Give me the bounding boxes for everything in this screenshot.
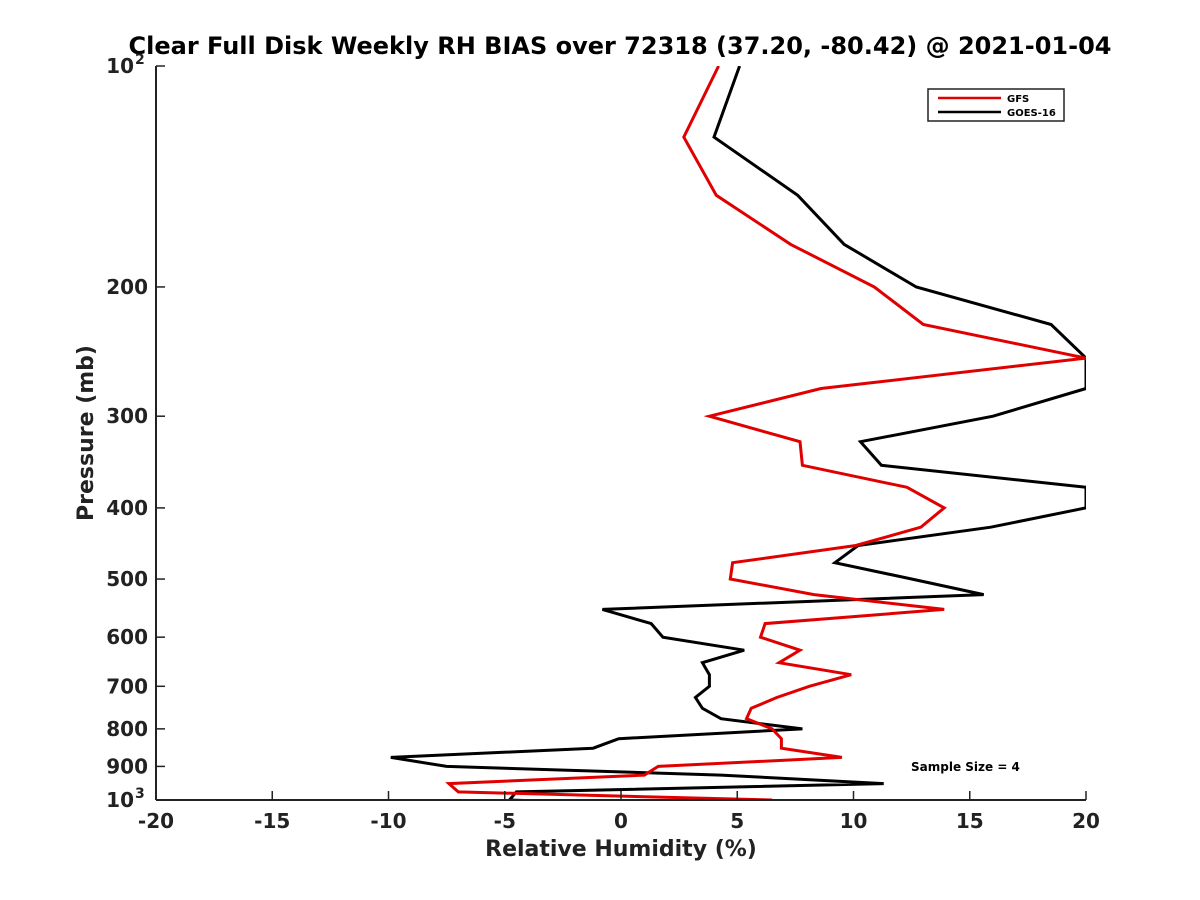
legend-box xyxy=(927,88,1065,122)
y-axis-label: Pressure (mb) xyxy=(74,345,99,521)
chart-title: Clear Full Disk Weekly RH BIAS over 7231… xyxy=(129,32,1112,60)
y-tick-label: 300 xyxy=(106,404,148,428)
x-tick-label: 15 xyxy=(956,809,984,833)
x-tick-label: 0 xyxy=(614,809,628,833)
y-tick-label: 10 xyxy=(106,54,134,78)
legend: GFS GOES-16 xyxy=(927,88,1065,122)
y-tick-label: 800 xyxy=(106,717,148,741)
y-tick-label: 500 xyxy=(106,567,148,591)
x-tick-label: -20 xyxy=(138,809,174,833)
y-tick-label: 900 xyxy=(106,754,148,778)
y-tick-label: 600 xyxy=(106,625,148,649)
y-tick-label: 700 xyxy=(106,674,148,698)
legend-label: GFS xyxy=(1007,94,1029,105)
y-tick-label: 10 xyxy=(106,788,134,812)
y-tick-exponent: 2 xyxy=(135,52,145,68)
series-line-gfs xyxy=(445,66,1086,800)
series-layer xyxy=(390,66,1086,800)
y-tick-label: 400 xyxy=(106,496,148,520)
plot-area xyxy=(155,66,1086,801)
y-tick-exponent: 3 xyxy=(135,786,145,802)
x-tick-label: -5 xyxy=(494,809,516,833)
x-tick-label: -15 xyxy=(254,809,290,833)
legend-label: GOES-16 xyxy=(1007,108,1056,119)
x-axis-ticks: -20 -15 -10 -5 0 5 10 15 20 xyxy=(138,791,1100,833)
x-tick-label: -10 xyxy=(370,809,406,833)
x-axis-label: Relative Humidity (%) xyxy=(485,837,757,862)
plot-background xyxy=(156,66,1086,800)
series-line-goes-16 xyxy=(390,66,1086,800)
sample-size-annotation: Sample Size = 4 xyxy=(911,760,1020,774)
x-tick-label: 10 xyxy=(840,809,868,833)
x-tick-label: 5 xyxy=(730,809,744,833)
y-tick-label: 200 xyxy=(106,275,148,299)
x-tick-label: 20 xyxy=(1072,809,1100,833)
